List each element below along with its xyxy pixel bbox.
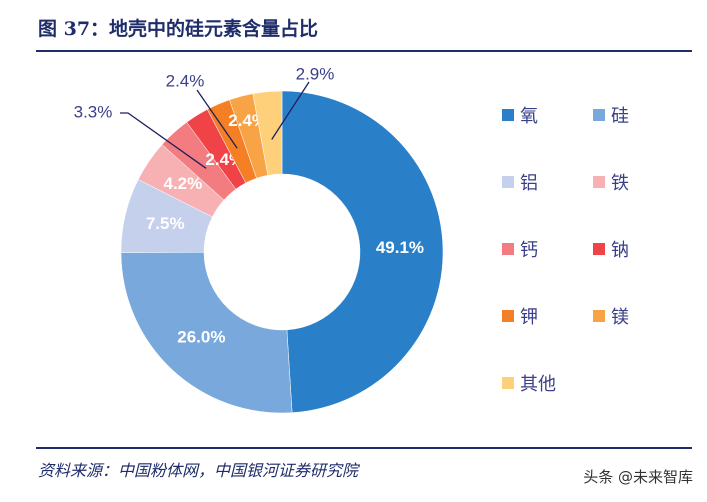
legend-label: 钙	[520, 240, 538, 261]
data-label: 2.4%	[166, 71, 205, 90]
legend-item: 其他	[502, 370, 556, 396]
data-label: 49.1%	[376, 238, 424, 257]
legend-label: 镁	[611, 307, 629, 328]
legend-label: 铝	[520, 173, 538, 194]
legend-swatch	[502, 176, 514, 188]
legend-label: 硅	[611, 106, 629, 127]
legend-item: 铝	[502, 169, 538, 195]
legend-swatch	[502, 310, 514, 322]
data-label: 2.9%	[296, 64, 335, 83]
title-divider	[36, 50, 692, 52]
legend-swatch	[502, 243, 514, 255]
slice-其他	[252, 90, 283, 176]
legend-label: 钾	[520, 307, 538, 328]
legend-swatch	[593, 109, 605, 121]
data-label: 4.2%	[164, 174, 203, 193]
legend-label: 铁	[611, 173, 629, 194]
legend-item: 氧	[502, 102, 538, 128]
page-title: 图 37：地壳中的硅元素含量占比	[38, 18, 319, 40]
source-note: 资料来源：中国粉体网，中国银河证券研究院	[38, 461, 359, 480]
legend-item: 钙	[502, 236, 538, 262]
legend-item: 镁	[593, 303, 629, 329]
data-label: 26.0%	[177, 328, 225, 347]
legend-swatch	[593, 310, 605, 322]
leader-line	[196, 89, 238, 149]
source-divider	[36, 447, 692, 449]
legend-swatch	[502, 377, 514, 389]
legend-swatch	[593, 176, 605, 188]
legend-item: 铁	[593, 169, 629, 195]
leader-line	[271, 81, 310, 140]
slice-硅	[120, 251, 293, 414]
legend-swatch	[502, 109, 514, 121]
legend-label: 钠	[611, 240, 629, 261]
leader-line	[120, 112, 207, 169]
legend-item: 钠	[593, 236, 629, 262]
data-label: 7.5%	[146, 214, 185, 233]
legend-item: 硅	[593, 102, 629, 128]
watermark: 头条 @未来智库	[583, 468, 693, 486]
data-label: 3.3%	[74, 102, 113, 121]
legend-label: 其他	[520, 374, 556, 395]
legend-swatch	[593, 243, 605, 255]
legend-label: 氧	[520, 106, 538, 127]
legend-item: 钾	[502, 303, 538, 329]
